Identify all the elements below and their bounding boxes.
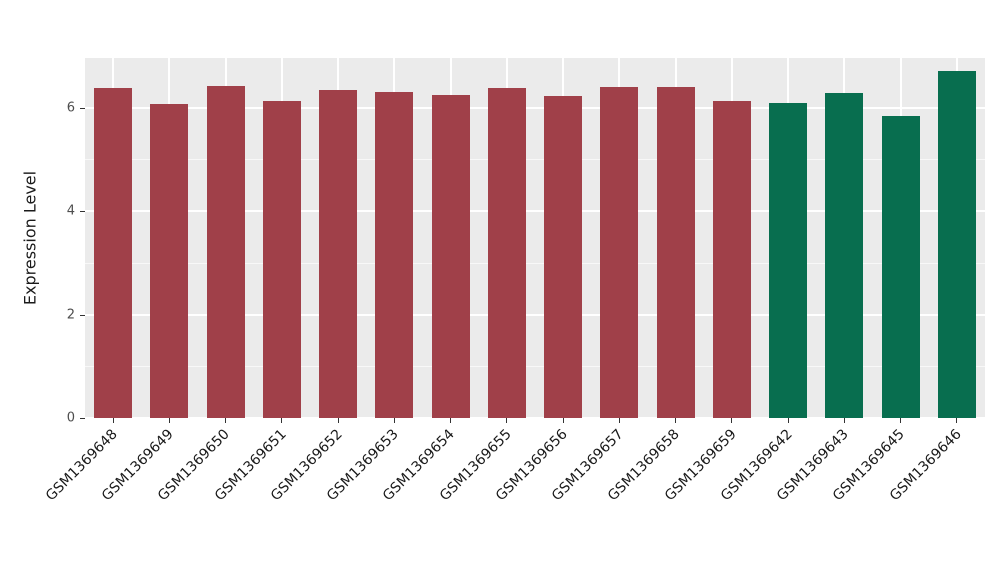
bar-GSM1369655 — [487, 88, 526, 418]
x-tick-mark — [281, 418, 283, 423]
bar-GSM1369653 — [375, 92, 414, 418]
gridline-minor — [85, 159, 985, 161]
bar-GSM1369645 — [881, 115, 920, 418]
bar-GSM1369650 — [206, 85, 245, 418]
bar-GSM1369646 — [937, 70, 976, 418]
y-tick-label: 2 — [66, 307, 75, 323]
y-tick-mark — [80, 314, 85, 316]
bar-GSM1369654 — [431, 94, 470, 418]
x-tick-mark — [450, 418, 452, 423]
x-tick-mark — [168, 418, 170, 423]
x-tick-mark — [337, 418, 339, 423]
bar-GSM1369656 — [544, 96, 583, 418]
y-axis-title: Expression Level — [20, 170, 40, 306]
x-tick-mark — [562, 418, 564, 423]
bar-GSM1369652 — [319, 89, 358, 418]
gridline-major — [85, 417, 985, 418]
x-tick-mark — [393, 418, 395, 423]
gridline-major — [85, 210, 985, 213]
y-tick-mark — [80, 211, 85, 213]
bar-GSM1369659 — [712, 100, 751, 418]
bar-GSM1369642 — [769, 102, 808, 418]
y-tick-label: 0 — [66, 410, 75, 426]
x-tick-mark — [506, 418, 508, 423]
x-tick-mark — [787, 418, 789, 423]
y-tick-label: 4 — [66, 203, 75, 219]
bar-GSM1369651 — [262, 100, 301, 418]
gridline-major — [85, 313, 985, 316]
x-tick-mark — [675, 418, 677, 423]
x-tick-mark — [900, 418, 902, 423]
bar-GSM1369658 — [656, 86, 695, 418]
x-tick-mark — [618, 418, 620, 423]
x-tick-mark — [112, 418, 114, 423]
y-tick-mark — [80, 418, 85, 419]
bar-GSM1369643 — [825, 92, 864, 418]
x-tick-mark — [731, 418, 733, 423]
plot-panel — [85, 58, 985, 418]
bar-GSM1369648 — [94, 87, 133, 418]
y-tick-label: 6 — [66, 100, 75, 116]
y-tick-mark — [80, 108, 85, 110]
gridline-minor — [85, 262, 985, 264]
x-tick-mark — [956, 418, 958, 423]
bar-GSM1369657 — [600, 86, 639, 418]
bar-GSM1369649 — [150, 103, 189, 418]
gridline-minor — [85, 365, 985, 367]
x-tick-mark — [843, 418, 845, 423]
gridline-major — [85, 107, 985, 110]
x-tick-mark — [225, 418, 227, 423]
